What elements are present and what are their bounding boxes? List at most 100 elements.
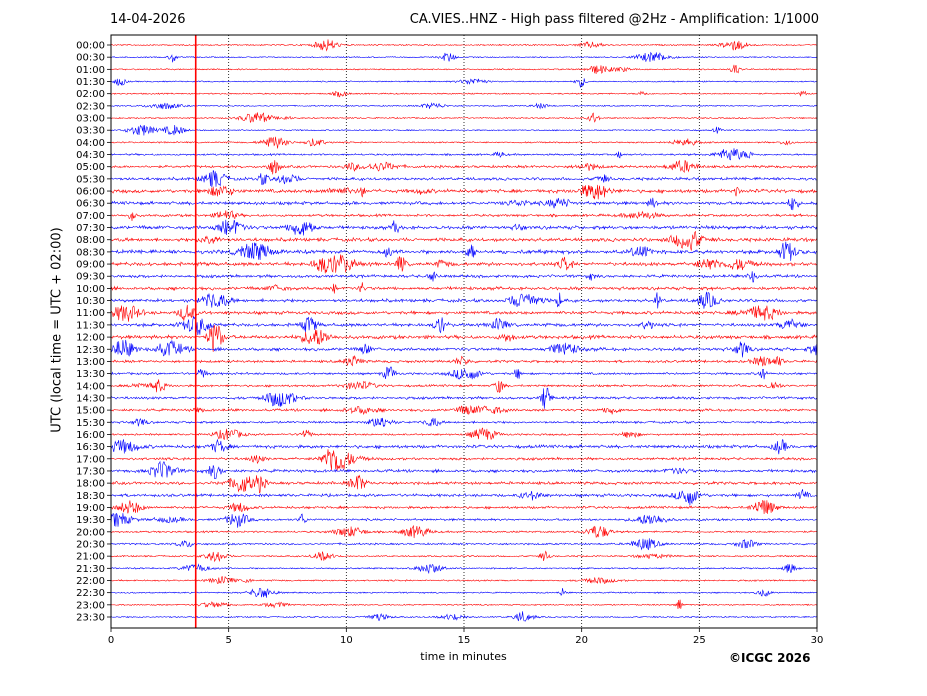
trace-0530 [110,170,817,188]
trace-2230 [110,588,817,598]
x-tick-label-0: 0 [108,635,114,646]
trace-0800 [110,230,817,251]
trace-1600 [110,427,817,441]
trace-1730 [110,460,817,480]
trace-1400 [110,379,817,394]
date-label: 14-04-2026 [110,12,186,27]
y-tick-label-2130: 21:30 [76,564,105,575]
y-tick-label-2100: 21:00 [76,552,105,563]
y-tick-label-0330: 03:30 [76,126,105,137]
y-tick-label-2200: 22:00 [76,576,105,587]
trace-1000 [110,282,817,294]
trace-0130 [110,78,817,88]
trace-2200 [110,576,817,584]
y-tick-label-0000: 00:00 [76,41,105,52]
y-tick-label-0930: 09:30 [76,272,105,283]
trace-0600 [110,184,817,200]
trace-2330 [110,611,817,622]
x-tick-label-15: 15 [458,635,471,646]
trace-1930 [110,513,817,528]
trace-1630 [110,438,817,455]
y-tick-label-2330: 23:30 [76,613,105,624]
trace-1500 [110,405,817,416]
trace-0430 [110,148,817,161]
y-tick-label-2300: 23:00 [76,600,105,611]
trace-1700 [110,449,817,471]
trace-0930 [110,271,817,283]
trace-0000 [110,39,817,52]
y-tick-label-1500: 15:00 [76,406,105,417]
trace-1530 [110,417,817,428]
copyright-label: ©ICGC 2026 [729,651,811,665]
x-axis-label-wrap: time in minutes [0,650,927,663]
y-tick-label-1530: 15:30 [76,418,105,429]
trace-0100 [110,64,817,74]
trace-0400 [110,136,817,149]
y-tick-label-0300: 03:00 [76,114,105,125]
x-tick-label-5: 5 [225,635,231,646]
y-tick-label-0430: 04:30 [76,150,105,161]
y-tick-label-1330: 13:30 [76,369,105,380]
y-tick-label-1230: 12:30 [76,345,105,356]
y-tick-label-0500: 05:00 [76,162,105,173]
y-tick-label-1400: 14:00 [76,381,105,392]
trace-0500 [110,159,817,175]
y-tick-label-0030: 00:30 [76,53,105,64]
y-axis-label: UTC (local time = UTC + 02:00) [49,227,65,433]
trace-2030 [110,538,817,551]
y-tick-label-1100: 11:00 [76,308,105,319]
trace-1900 [110,500,817,515]
trace-1830 [110,489,817,506]
chart-title: CA.VIES..HNZ - High pass filtered @2Hz -… [409,12,819,27]
y-tick-label-1600: 16:00 [76,430,105,441]
y-tick-label-2030: 20:30 [76,539,105,550]
x-tick-label-25: 25 [693,635,706,646]
y-tick-label-1800: 18:00 [76,479,105,490]
trace-0730 [110,219,817,236]
trace-0330 [110,124,817,136]
trace-1300 [110,354,817,367]
trace-0300 [110,112,817,124]
y-tick-label-0530: 05:30 [76,174,105,185]
y-tick-label-1630: 16:30 [76,442,105,453]
trace-2300 [110,599,817,609]
trace-1030 [110,291,817,309]
y-tick-label-1700: 17:00 [76,454,105,465]
trace-0230 [110,102,817,110]
y-tick-label-0230: 02:30 [76,101,105,112]
x-tick-label-10: 10 [340,635,353,646]
y-tick-label-1200: 12:00 [76,333,105,344]
y-tick-label-0600: 06:00 [76,187,105,198]
trace-1200 [110,324,817,352]
y-tick-label-0800: 08:00 [76,235,105,246]
y-tick-label-0400: 04:00 [76,138,105,149]
trace-2130 [110,563,817,575]
trace-0700 [110,210,817,221]
y-tick-label-0200: 02:00 [76,89,105,100]
y-tick-label-0630: 06:30 [76,199,105,210]
trace-1130 [110,315,817,336]
trace-0900 [110,254,817,274]
y-tick-label-2230: 22:30 [76,588,105,599]
trace-1430 [110,387,817,409]
y-tick-label-1430: 14:30 [76,393,105,404]
y-tick-label-0900: 09:00 [76,260,105,271]
trace-1330 [110,366,817,380]
trace-0030 [110,51,817,63]
y-tick-label-2000: 20:00 [76,527,105,538]
y-tick-label-1300: 13:00 [76,357,105,368]
y-tick-label-0830: 08:30 [76,247,105,258]
y-tick-label-1730: 17:30 [76,466,105,477]
y-tick-label-0130: 01:30 [76,77,105,88]
trace-1230 [110,339,817,358]
y-tick-label-0700: 07:00 [76,211,105,222]
trace-2000 [110,525,817,539]
y-tick-label-1030: 10:30 [76,296,105,307]
x-tick-label-30: 30 [811,635,824,646]
x-tick-label-20: 20 [575,635,588,646]
trace-0630 [110,197,817,211]
trace-0830 [110,241,817,261]
y-tick-label-1130: 11:30 [76,320,105,331]
y-tick-label-1900: 19:00 [76,503,105,514]
